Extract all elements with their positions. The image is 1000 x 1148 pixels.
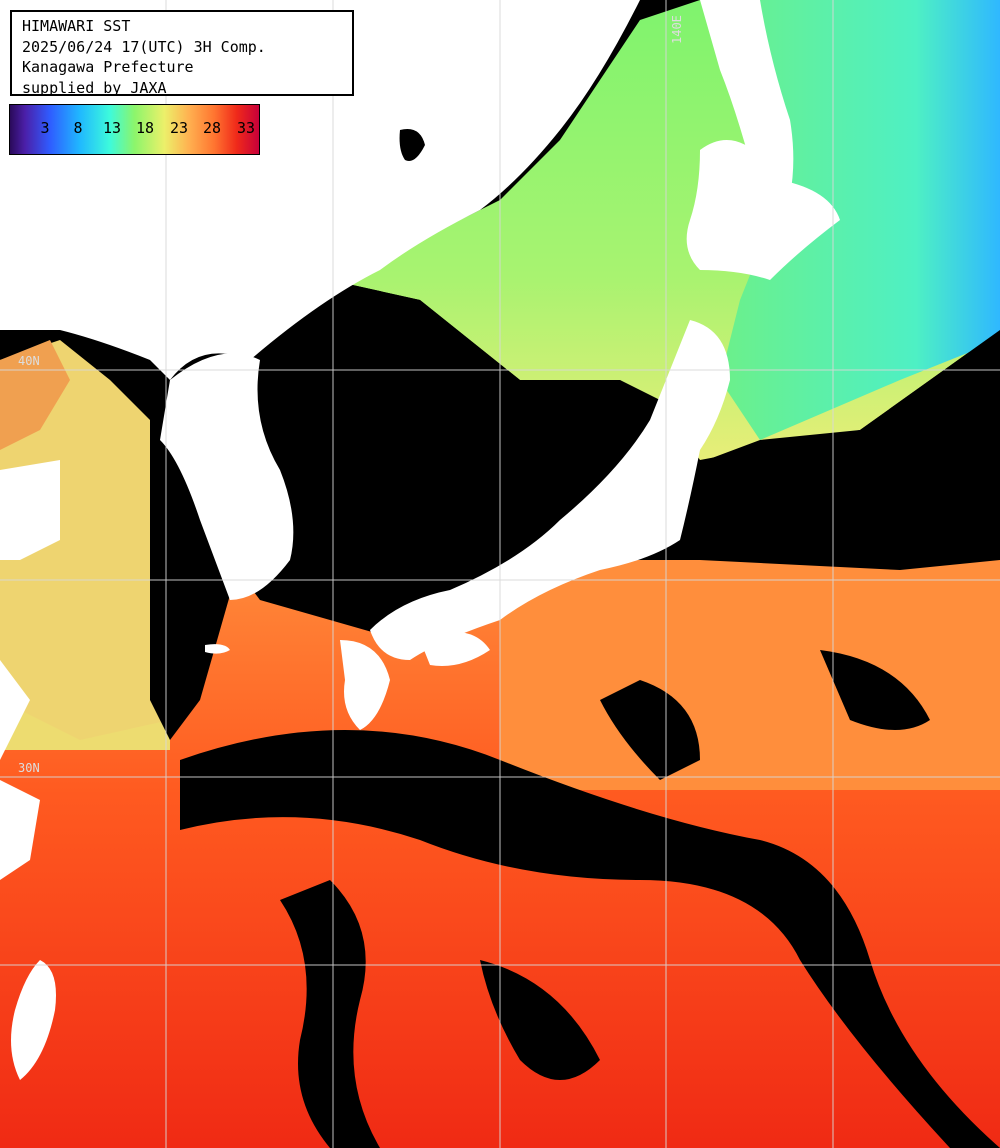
land-kyushu [340, 640, 390, 730]
land-korea [160, 353, 294, 600]
map-title: HIMAWARI SST [22, 17, 131, 35]
legend-tick: 8 [73, 119, 83, 137]
north-pacific-region [720, 0, 1000, 440]
legend-tick: 23 [169, 119, 189, 137]
lon-label-140e: 140E [670, 15, 684, 44]
cloud-band-west [280, 880, 380, 1148]
cloud-patch-southeast [820, 650, 930, 730]
cloud-band-south [180, 730, 1000, 1148]
yellow-sea-region [0, 340, 170, 740]
legend-tick: 3 [40, 119, 50, 137]
lat-label-40n: 40N [18, 354, 40, 368]
map-info-box: HIMAWARI SST 2025/06/24 17(UTC) 3H Comp.… [10, 10, 354, 97]
southern-sea-orange-band [500, 560, 1000, 790]
map-credit: supplied by JAXA [22, 78, 167, 97]
legend-tick: 13 [102, 119, 122, 137]
land-taiwan [11, 960, 56, 1080]
land-shikoku [420, 632, 490, 666]
cloud-band-pacific [600, 680, 700, 780]
legend-tick: 28 [202, 119, 222, 137]
cloud-patch-south [480, 960, 600, 1080]
map-organization: Kanagawa Prefecture [22, 58, 194, 76]
temperature-legend: 3 8 13 18 23 28 33 [9, 104, 260, 155]
map-timestamp: 2025/06/24 17(UTC) 3H Comp. [22, 37, 266, 56]
legend-tick: 18 [135, 119, 155, 137]
lat-label-30n: 30N [18, 761, 40, 775]
land-jeju [205, 644, 230, 654]
bohai-region [0, 340, 70, 450]
legend-tick: 33 [236, 119, 256, 137]
land-honshu [370, 320, 730, 660]
land-oki [399, 129, 425, 161]
land-hokkaido [686, 140, 840, 280]
cloud-mass-east [680, 330, 1000, 570]
land-china [0, 460, 60, 880]
